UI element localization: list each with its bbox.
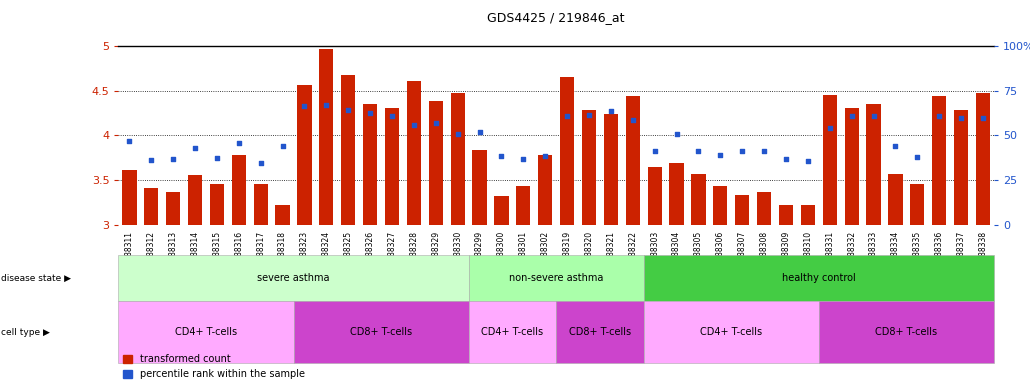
Point bbox=[624, 117, 641, 123]
Bar bbox=[123, 170, 137, 225]
Point bbox=[165, 156, 181, 162]
Bar bbox=[363, 104, 377, 225]
Text: CD4+ T-cells: CD4+ T-cells bbox=[700, 327, 762, 337]
Bar bbox=[866, 104, 881, 225]
Bar bbox=[604, 114, 618, 225]
Point bbox=[537, 153, 553, 159]
Bar bbox=[232, 155, 246, 225]
Point bbox=[974, 115, 991, 121]
Point bbox=[362, 110, 378, 116]
Text: CD8+ T-cells: CD8+ T-cells bbox=[569, 327, 631, 337]
Bar bbox=[670, 163, 684, 225]
Point bbox=[297, 103, 313, 109]
Bar bbox=[757, 192, 771, 225]
Text: CD8+ T-cells: CD8+ T-cells bbox=[350, 327, 412, 337]
Point bbox=[799, 158, 816, 164]
Bar bbox=[298, 85, 312, 225]
Text: healthy control: healthy control bbox=[782, 273, 856, 283]
Text: disease state ▶: disease state ▶ bbox=[1, 274, 71, 283]
Point bbox=[472, 129, 488, 135]
Text: non-severe asthma: non-severe asthma bbox=[509, 273, 604, 283]
Point bbox=[603, 108, 619, 114]
Bar bbox=[560, 77, 575, 225]
Text: CD4+ T-cells: CD4+ T-cells bbox=[175, 327, 237, 337]
Point bbox=[515, 156, 531, 162]
Point bbox=[734, 147, 751, 154]
Text: CD4+ T-cells: CD4+ T-cells bbox=[481, 327, 544, 337]
Bar bbox=[845, 108, 859, 225]
Text: GDS4425 / 219846_at: GDS4425 / 219846_at bbox=[487, 12, 625, 25]
Bar bbox=[210, 184, 225, 225]
Point bbox=[406, 122, 422, 128]
Point bbox=[844, 113, 860, 119]
Point bbox=[340, 107, 356, 113]
Bar bbox=[166, 192, 180, 225]
Bar bbox=[187, 175, 202, 225]
Point bbox=[122, 137, 138, 144]
Bar bbox=[538, 155, 552, 225]
Bar bbox=[275, 205, 289, 225]
Point bbox=[209, 155, 226, 161]
Bar bbox=[494, 196, 509, 225]
Bar bbox=[823, 95, 837, 225]
Point bbox=[690, 147, 707, 154]
Point bbox=[384, 113, 401, 119]
Bar bbox=[648, 167, 662, 225]
Bar bbox=[911, 184, 925, 225]
Point bbox=[559, 113, 576, 119]
Point bbox=[318, 102, 335, 108]
Bar bbox=[691, 174, 706, 225]
Bar bbox=[975, 93, 990, 225]
Bar bbox=[428, 101, 443, 225]
Point bbox=[231, 140, 247, 146]
Point bbox=[953, 114, 969, 121]
Bar bbox=[341, 74, 355, 225]
Legend: transformed count, percentile rank within the sample: transformed count, percentile rank withi… bbox=[124, 354, 305, 379]
Bar bbox=[800, 205, 815, 225]
Bar bbox=[385, 108, 400, 225]
Bar bbox=[473, 150, 487, 225]
Text: CD8+ T-cells: CD8+ T-cells bbox=[876, 327, 937, 337]
Bar bbox=[144, 188, 159, 225]
Bar bbox=[625, 96, 640, 225]
Bar bbox=[319, 49, 334, 225]
Point bbox=[668, 131, 685, 137]
Point bbox=[931, 113, 948, 119]
Point bbox=[252, 160, 269, 166]
Point bbox=[449, 131, 466, 137]
Bar bbox=[735, 195, 750, 225]
Point bbox=[143, 157, 160, 164]
Bar bbox=[582, 110, 596, 225]
Text: cell type ▶: cell type ▶ bbox=[1, 328, 49, 337]
Point bbox=[493, 153, 510, 159]
Bar bbox=[516, 186, 530, 225]
Point bbox=[186, 145, 203, 151]
Point bbox=[756, 148, 772, 154]
Point bbox=[427, 120, 444, 126]
Point bbox=[909, 154, 926, 160]
Bar bbox=[888, 174, 902, 225]
Text: severe asthma: severe asthma bbox=[258, 273, 330, 283]
Bar bbox=[450, 93, 465, 225]
Point bbox=[647, 148, 663, 154]
Bar bbox=[253, 184, 268, 225]
Point bbox=[822, 125, 838, 131]
Bar bbox=[407, 81, 421, 225]
Point bbox=[865, 113, 882, 119]
Bar bbox=[713, 186, 727, 225]
Point bbox=[581, 112, 597, 118]
Bar bbox=[779, 205, 793, 225]
Point bbox=[712, 152, 728, 158]
Bar bbox=[954, 110, 968, 225]
Point bbox=[778, 156, 794, 162]
Bar bbox=[932, 96, 947, 225]
Point bbox=[887, 143, 903, 149]
Point bbox=[274, 143, 290, 149]
